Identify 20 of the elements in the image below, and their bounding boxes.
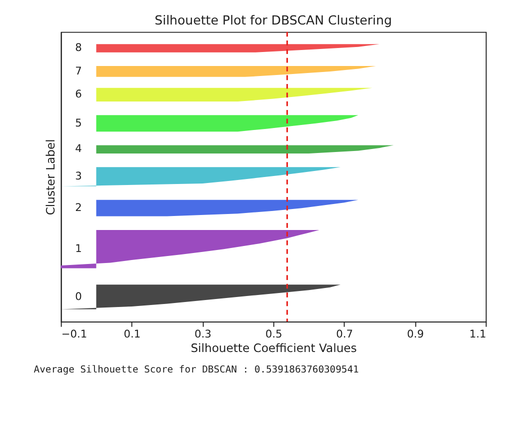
y-axis-title: Cluster Label — [44, 139, 58, 216]
x-tick-label: 0.5 — [265, 327, 282, 340]
series-label: 1 — [75, 242, 82, 255]
x-axis-title: Silhouette Coefficient Values — [190, 340, 357, 355]
series-label: 6 — [75, 88, 82, 101]
x-tick-label: 0.1 — [124, 327, 141, 340]
series-label: 0 — [75, 290, 82, 303]
series-label: 4 — [75, 142, 82, 156]
x-tick-label: 0.7 — [336, 327, 354, 340]
series-label: 8 — [75, 41, 82, 54]
x-tick-label: 1.1 — [469, 327, 486, 340]
x-tick-label: 0.3 — [194, 327, 212, 340]
text: Average Silhouette Score for DBSCAN : 0.5391863760309541 — [34, 364, 360, 376]
series-label: 5 — [75, 116, 82, 130]
x-tick-label: 0.9 — [406, 327, 424, 340]
series-label: 3 — [75, 170, 82, 183]
x-tick-label: −0.1 — [61, 327, 88, 340]
chart-title: Silhouette Plot for DBSCAN Clustering — [154, 12, 392, 28]
series-label: 7 — [75, 64, 82, 78]
series-label: 2 — [75, 200, 82, 214]
